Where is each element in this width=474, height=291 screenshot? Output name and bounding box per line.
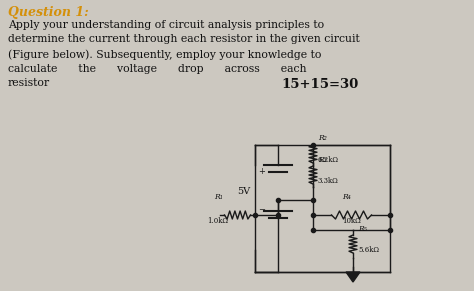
- Text: R₃: R₃: [318, 156, 327, 164]
- Text: 1.0kΩ: 1.0kΩ: [208, 217, 228, 225]
- Text: +: +: [258, 166, 265, 175]
- Text: Question 1:: Question 1:: [8, 6, 89, 19]
- Text: R₂: R₂: [318, 134, 327, 142]
- Text: −: −: [258, 205, 265, 214]
- Text: R₁: R₁: [214, 193, 222, 201]
- Text: resistor: resistor: [8, 78, 50, 88]
- Text: 5V: 5V: [237, 187, 250, 196]
- Text: 15+15=30: 15+15=30: [282, 78, 359, 91]
- Polygon shape: [346, 272, 360, 282]
- Text: 5.6kΩ: 5.6kΩ: [358, 246, 379, 254]
- Text: 10kΩ: 10kΩ: [342, 217, 361, 225]
- Text: 6.2kΩ: 6.2kΩ: [318, 156, 339, 164]
- Text: 3.3kΩ: 3.3kΩ: [318, 177, 339, 185]
- Text: (Figure below). Subsequently, employ your knowledge to: (Figure below). Subsequently, employ you…: [8, 49, 321, 60]
- Text: determine the current through each resistor in the given circuit: determine the current through each resis…: [8, 35, 360, 45]
- Text: R₄: R₄: [342, 193, 351, 201]
- Text: R₅: R₅: [358, 225, 367, 233]
- Text: calculate      the      voltage      drop      across      each: calculate the voltage drop across each: [8, 63, 307, 74]
- Text: Apply your understanding of circuit analysis principles to: Apply your understanding of circuit anal…: [8, 20, 324, 30]
